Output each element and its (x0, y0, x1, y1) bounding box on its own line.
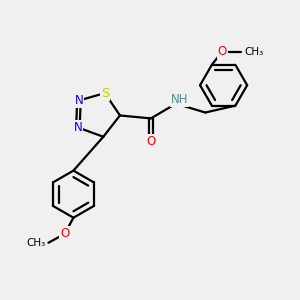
Text: N: N (74, 121, 82, 134)
Text: O: O (218, 45, 227, 58)
Text: CH₃: CH₃ (27, 238, 46, 248)
Text: CH₃: CH₃ (244, 46, 263, 57)
Text: N: N (74, 94, 83, 107)
Text: O: O (146, 135, 155, 148)
Text: O: O (60, 227, 69, 240)
Text: S: S (101, 87, 109, 100)
Text: NH: NH (171, 93, 188, 106)
